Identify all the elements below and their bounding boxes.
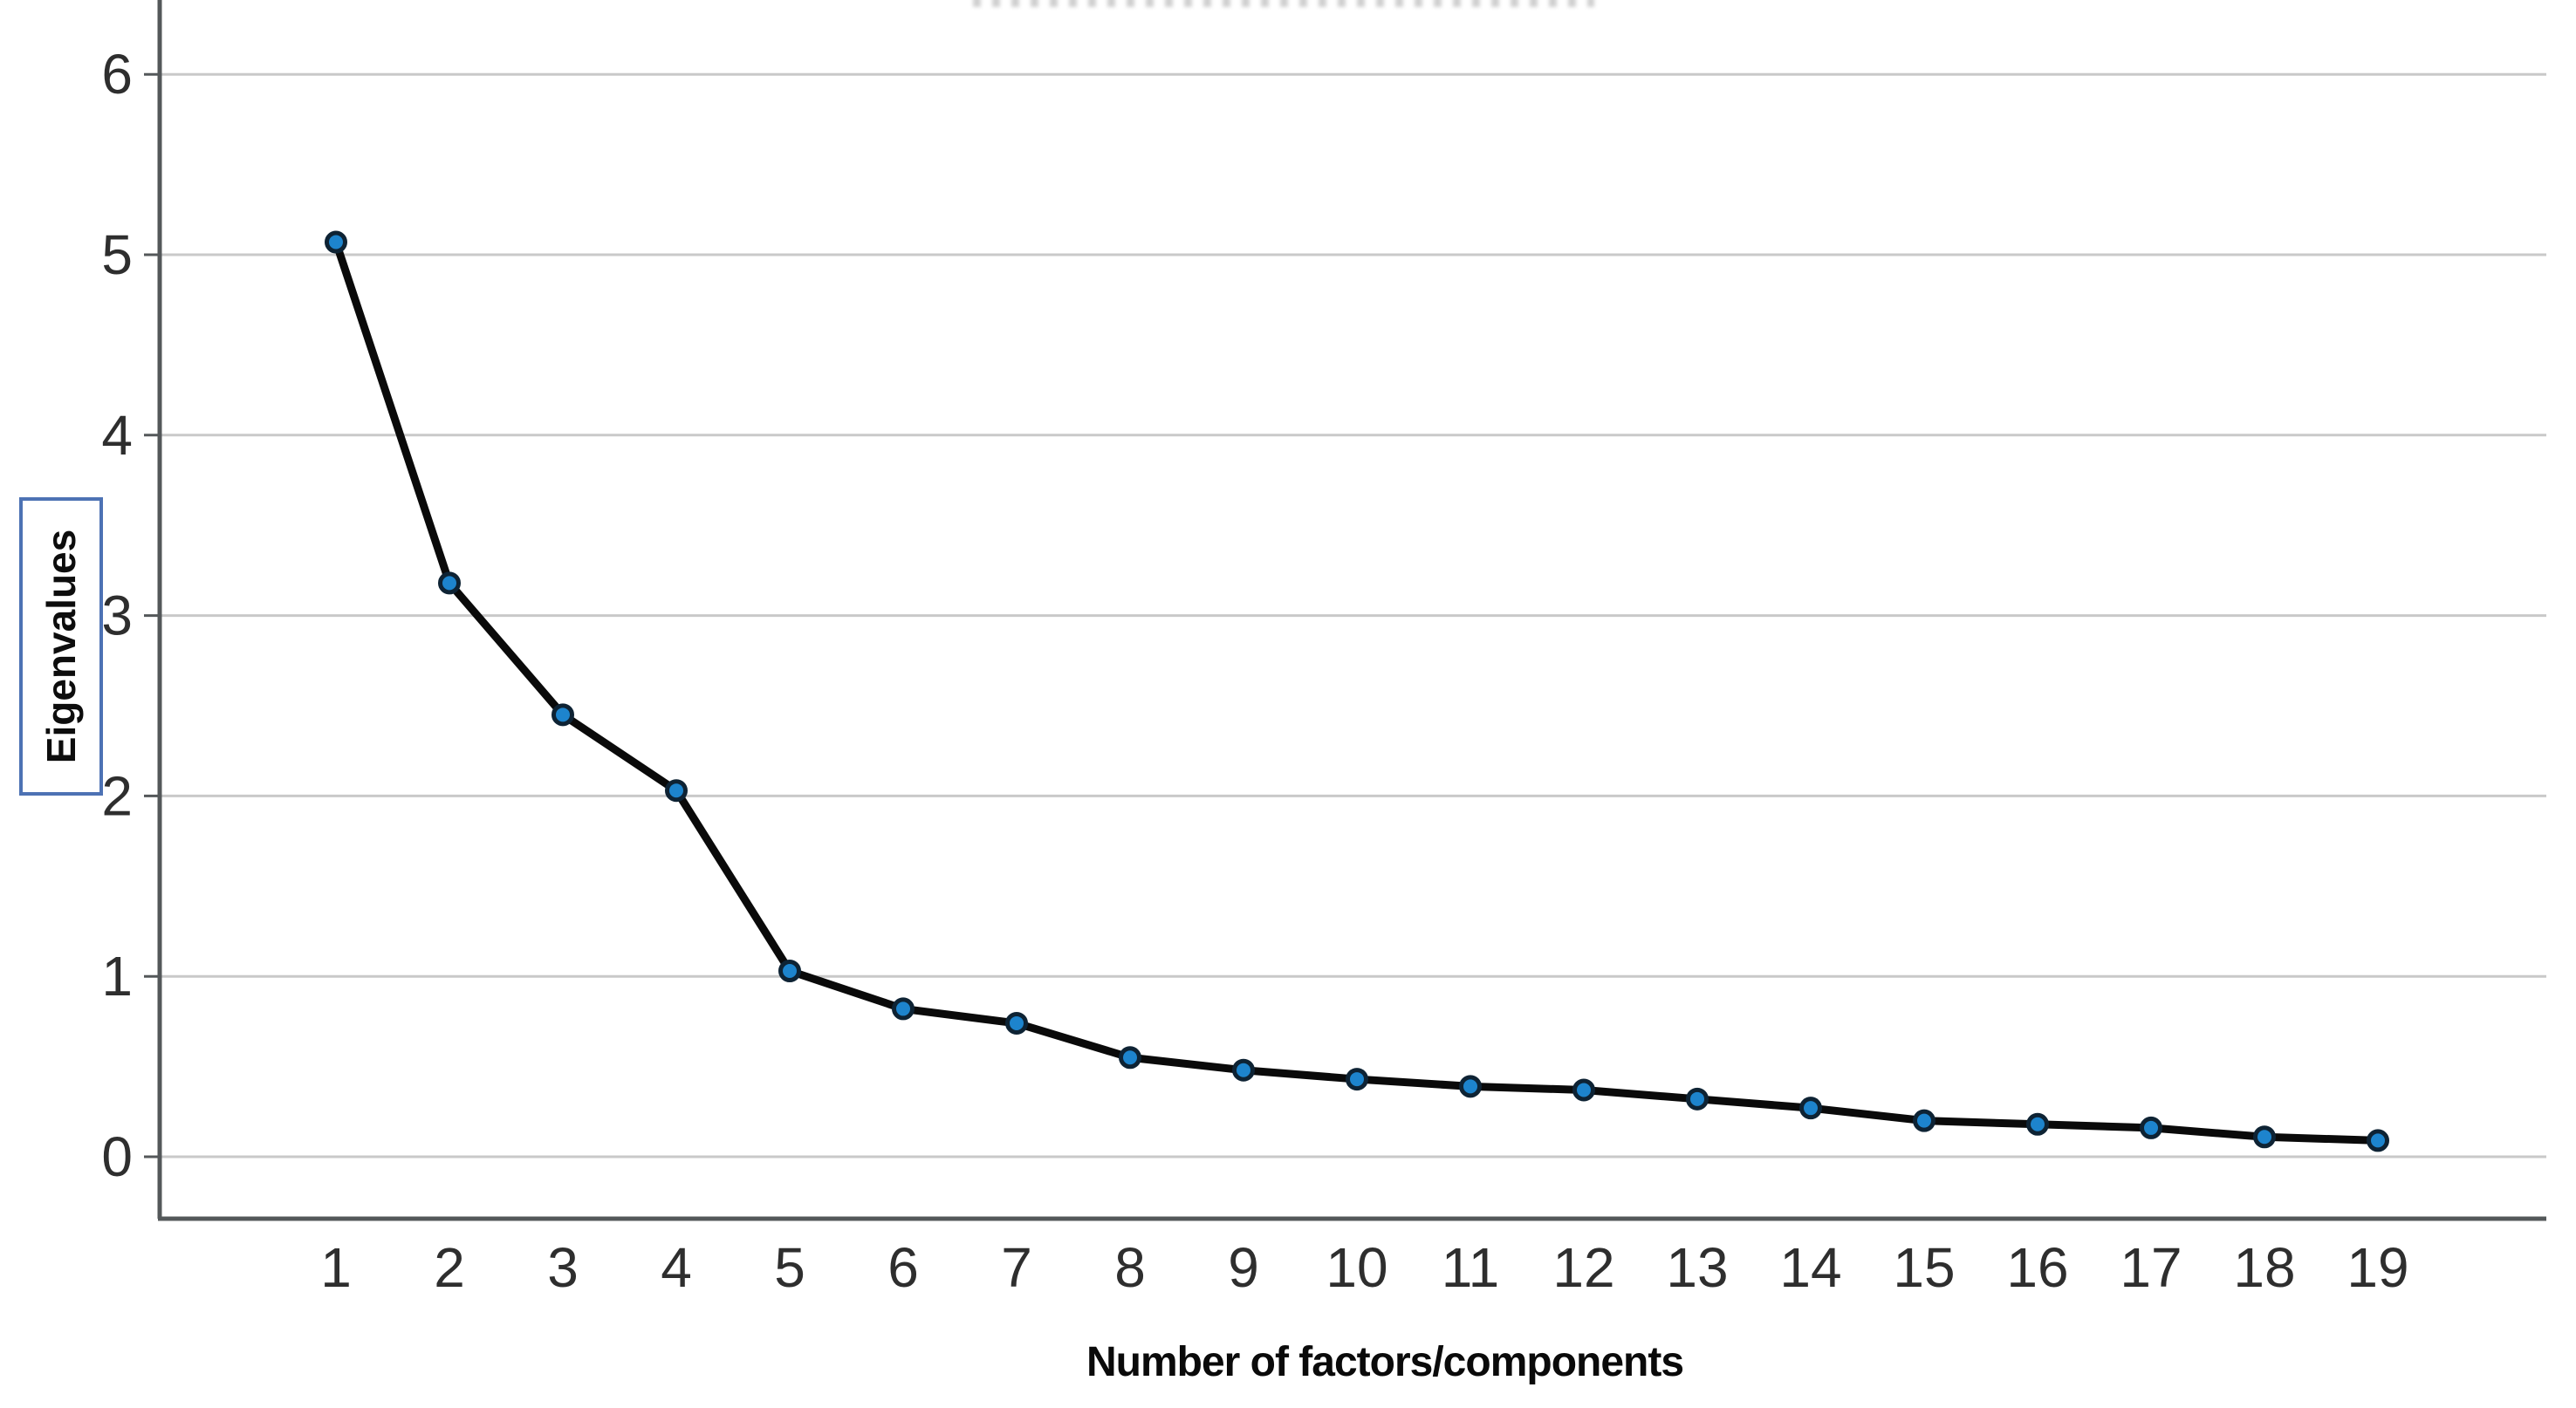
y-axis-label: Eigenvalues [38, 529, 85, 764]
data-point-marker [1799, 1097, 1822, 1120]
x-tick-label: 2 [434, 1236, 465, 1299]
data-point-marker [2367, 1129, 2389, 1152]
x-tick-label: 10 [1326, 1236, 1387, 1299]
x-tick-label: 14 [1779, 1236, 1841, 1299]
series-line [332, 238, 2382, 1145]
y-tick-label: 6 [101, 43, 133, 106]
data-point-marker [1459, 1075, 1482, 1098]
x-tick-label: 4 [661, 1236, 692, 1299]
x-tick-label: 9 [1228, 1236, 1259, 1299]
data-point-marker [438, 571, 461, 595]
x-tick-label: 15 [1893, 1236, 1955, 1299]
x-tick-label: 13 [1666, 1236, 1728, 1299]
data-point-marker [1346, 1068, 1368, 1091]
data-point-marker [1913, 1109, 1935, 1132]
data-point-marker [1232, 1058, 1255, 1082]
x-tick-label: 12 [1552, 1236, 1614, 1299]
data-point-marker [1119, 1046, 1141, 1070]
x-tick-label: 6 [887, 1236, 919, 1299]
data-point-marker [2253, 1125, 2276, 1149]
data-point-marker [665, 779, 688, 803]
x-tick-label: 7 [1001, 1236, 1032, 1299]
y-tick-label: 3 [101, 584, 133, 647]
x-axis-label: Number of factors/components [1086, 1339, 1684, 1385]
data-point-marker [2026, 1112, 2049, 1136]
x-tick-label: 1 [320, 1236, 352, 1299]
cropped-title-fragment [973, 0, 1594, 7]
y-tick-label: 5 [101, 223, 133, 286]
data-point-marker [552, 703, 574, 727]
data-point-marker [778, 959, 801, 982]
data-point-marker [892, 997, 915, 1021]
x-tick-label: 11 [1442, 1236, 1499, 1299]
x-tick-label: 8 [1114, 1236, 1146, 1299]
x-tick-label: 18 [2233, 1236, 2295, 1299]
y-tick-label: 2 [101, 764, 133, 827]
x-tick-label: 17 [2120, 1236, 2182, 1299]
x-tick-label: 19 [2346, 1236, 2408, 1299]
y-tick-label: 4 [101, 404, 133, 467]
data-point-marker [1005, 1011, 1028, 1035]
y-tick-label: 1 [101, 945, 133, 1008]
y-tick-label: 0 [101, 1125, 133, 1188]
data-point-marker [1572, 1078, 1595, 1102]
data-point-marker [2140, 1116, 2162, 1139]
y-axis-label-box: Eigenvalues [19, 497, 103, 796]
x-tick-label: 3 [547, 1236, 579, 1299]
x-tick-label: 16 [2006, 1236, 2068, 1299]
data-point-marker [325, 230, 347, 254]
data-point-marker [1686, 1087, 1709, 1111]
x-tick-label: 5 [774, 1236, 805, 1299]
